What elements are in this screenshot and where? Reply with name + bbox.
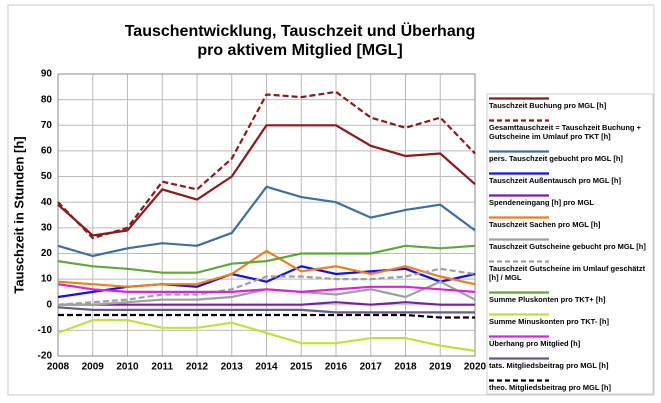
legend-swatch [489, 238, 549, 241]
chart-title: Tauschentwicklung, Tauschzeit und Überha… [125, 21, 476, 40]
x-tick-label: 2010 [116, 362, 139, 373]
legend-swatch [489, 172, 549, 175]
legend-entry: Tauschzeit Sachen pro MGL [h] [489, 215, 653, 229]
x-tick-label: 2015 [290, 362, 313, 373]
series-line [57, 244, 476, 274]
legend-entry: Tauschzeit Außentausch pro MGL [h] [489, 171, 653, 185]
legend-label: Tauschzeit Gutscheine im Umlauf geschätz… [489, 264, 646, 282]
legend-label: Tauschzeit Außentausch pro MGL [h] [489, 176, 621, 185]
y-tick-label: 30 [41, 222, 53, 233]
legend-swatch [489, 379, 549, 382]
series-line [58, 313, 475, 319]
x-tick-label: 2018 [394, 362, 417, 373]
legend-entry: theo. Mitgliedsbeitrag pro MGL [h] [489, 378, 653, 392]
legend-entry: Gesamttauschzeit = Tauschzeit Buchung + … [489, 118, 653, 141]
legend: Tauschzeit Buchung pro MGL [h] Gesamttaus… [489, 96, 653, 392]
y-tick-label: 0 [46, 299, 52, 310]
legend-entry: Spendeneingang [h] pro MGL [489, 193, 653, 207]
y-tick-label: -20 [38, 351, 53, 362]
series-line [57, 124, 476, 237]
x-tick-label: 2020 [464, 362, 487, 373]
series-line [58, 301, 475, 306]
x-tick-label: 2019 [429, 362, 452, 373]
legend-label: Tauschzeit Buchung pro MGL [h] [489, 101, 607, 110]
legend-swatch [489, 216, 549, 219]
legend-label: Überhang pro Mitglied [h] [489, 339, 581, 348]
legend-label: Tauschzeit Sachen pro MGL [h] [489, 220, 601, 229]
y-tick-label: 10 [41, 274, 53, 285]
legend-entry: Tauschzeit Gutscheine gebucht pro MGL [h… [489, 237, 653, 251]
legend-label: Summe Pluskonten pro TKT+ [h] [489, 295, 606, 304]
legend-entry: Tauschzeit Gutscheine im Umlauf geschätz… [489, 259, 653, 282]
series-line [57, 319, 476, 352]
legend-swatch [489, 119, 549, 122]
legend-label: pers. Tauschzeit gebucht pro MGL [h] [489, 154, 623, 163]
x-tick-label: 2011 [151, 362, 173, 373]
legend-entry: Summe Minuskonten pro TKT- [h] [489, 312, 653, 326]
legend-entry: tats. Mitgliedsbeitrag pro MGL [h] [489, 356, 653, 370]
series-line [57, 249, 476, 288]
series-line [57, 267, 476, 306]
legend-entry: Tauschzeit Buchung pro MGL [h] [489, 96, 653, 110]
y-tick-label: 50 [41, 171, 53, 182]
legend-label: tats. Mitgliedsbeitrag pro MGL [h] [489, 361, 609, 370]
series-line [57, 306, 475, 314]
legend-swatch [489, 97, 549, 100]
y-tick-label: -10 [38, 325, 53, 336]
legend-label: theo. Mitgliedsbeitrag pro MGL [h] [489, 383, 611, 392]
legend-entry: Überhang pro Mitglied [h] [489, 334, 653, 348]
legend-label: Gesamttauschzeit = Tauschzeit Buchung + … [489, 123, 641, 141]
legend-swatch [489, 291, 549, 294]
legend-swatch [489, 357, 549, 360]
chart-title: pro aktivem Mitglied [MGL] [197, 42, 402, 59]
series-line [57, 90, 476, 240]
y-axis-label: Tauschzeit in Stunden [h] [11, 136, 26, 293]
legend-entry: Summe Pluskonten pro TKT+ [h] [489, 290, 653, 304]
x-tick-label: 2008 [47, 362, 70, 373]
y-tick-label: 90 [41, 69, 53, 80]
legend-swatch [489, 335, 549, 338]
x-tick-label: 2012 [186, 362, 209, 373]
y-tick-label: 80 [41, 94, 53, 105]
legend-border [486, 93, 654, 395]
y-tick-label: 40 [41, 197, 53, 208]
legend-entry: pers. Tauschzeit gebucht pro MGL [h] [489, 149, 653, 163]
series-line [57, 185, 476, 258]
legend-swatch [489, 260, 549, 263]
legend-label: Tauschzeit Gutscheine gebucht pro MGL [h… [489, 242, 646, 251]
legend-swatch [489, 194, 549, 197]
x-tick-label: 2014 [255, 362, 278, 373]
y-tick-label: 60 [41, 146, 53, 157]
plot-border [57, 73, 476, 357]
x-tick-label: 2016 [325, 362, 348, 373]
legend-swatch [489, 313, 549, 316]
x-tick-label: 2017 [360, 362, 383, 373]
y-tick-label: 20 [41, 248, 53, 259]
legend-swatch [489, 150, 549, 153]
y-tick-label: 70 [41, 120, 53, 131]
legend-label: Summe Minuskonten pro TKT- [h] [489, 317, 609, 326]
series-line [57, 283, 476, 294]
x-tick-label: 2013 [221, 362, 244, 373]
x-tick-label: 2009 [82, 362, 105, 373]
legend-label: Spendeneingang [h] pro MGL [489, 198, 594, 207]
